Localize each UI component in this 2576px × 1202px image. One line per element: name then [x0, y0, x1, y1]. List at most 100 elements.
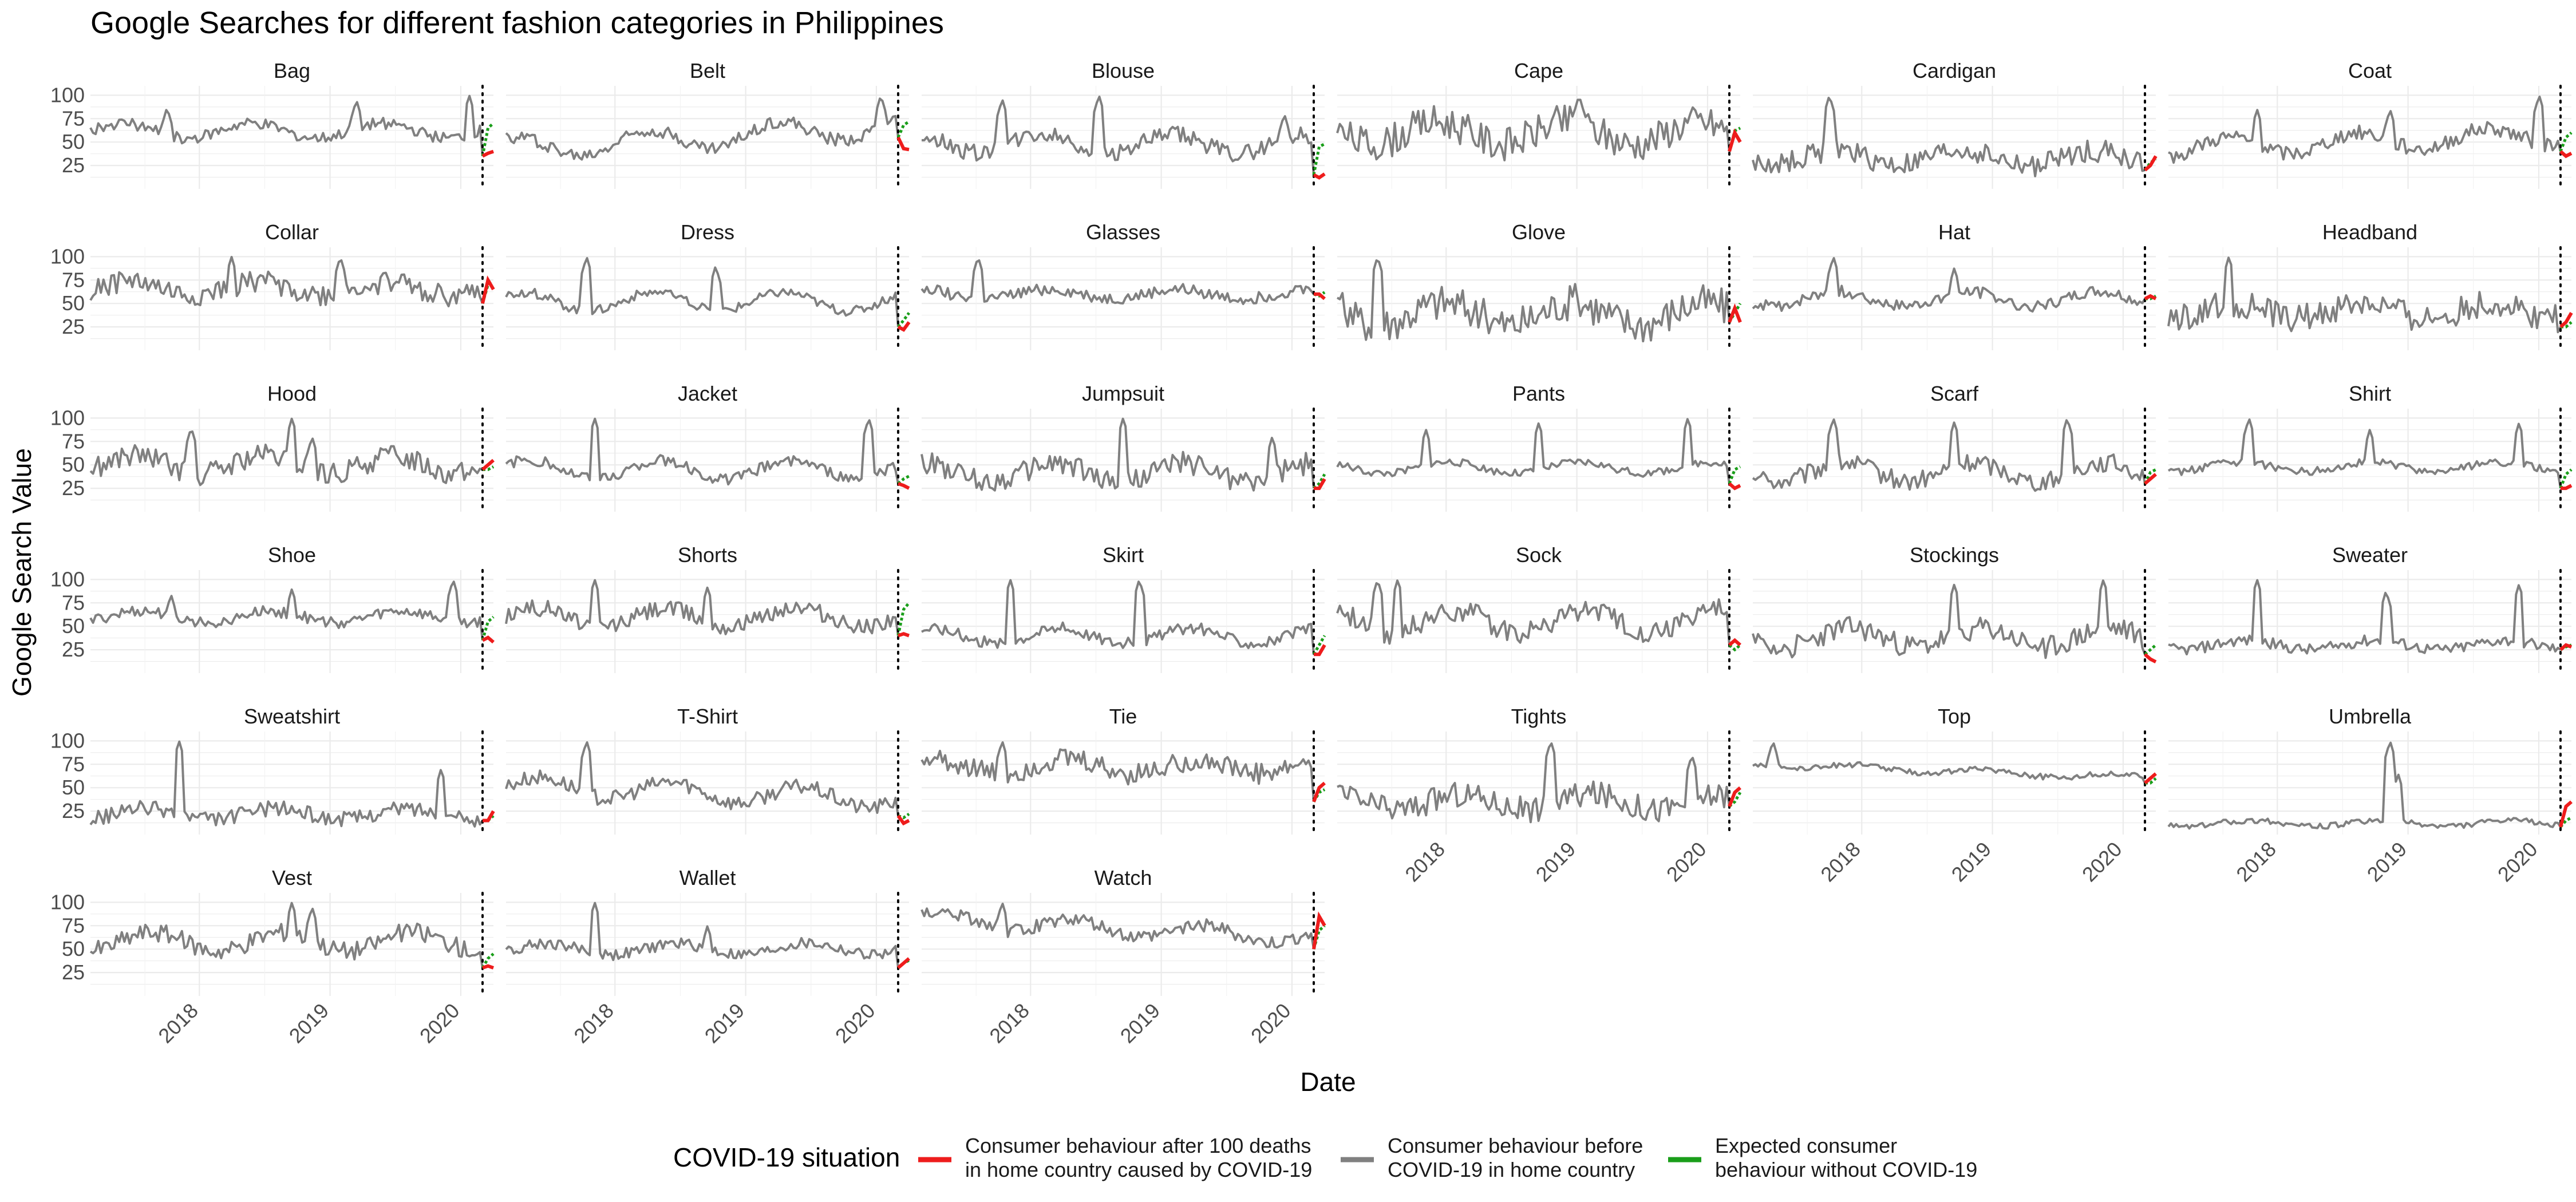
legend: COVID-19 situation Consumer behaviour af… — [673, 1134, 1977, 1181]
panel-shirt: Shirt — [2167, 382, 2573, 513]
series-after — [481, 275, 495, 304]
series-expected — [896, 120, 910, 139]
panel-pants: Pants — [1336, 382, 1741, 513]
panel-label: Hood — [267, 382, 317, 405]
series-before — [920, 903, 1315, 950]
panel-label: Jacket — [678, 382, 737, 405]
x-tick-label: 2020 — [2493, 837, 2542, 887]
y-tick-label: 100 — [50, 83, 85, 106]
series-before — [2167, 741, 2562, 830]
x-tick-label: 2018 — [569, 999, 618, 1048]
series-after — [2560, 484, 2573, 491]
series-after — [897, 957, 910, 970]
series-expected — [896, 602, 910, 636]
y-tick-label: 75 — [62, 591, 85, 614]
panel-jacket: Jacket — [505, 382, 910, 513]
series-before — [1752, 418, 2146, 492]
series-expected — [1728, 465, 1741, 484]
series-before — [89, 417, 483, 487]
panel-sock: Sock — [1336, 543, 1741, 674]
series-after — [1312, 911, 1326, 950]
x-tick-label: 2020 — [1662, 837, 1711, 887]
series-after — [897, 632, 910, 638]
series-before — [921, 96, 1315, 175]
series-before — [89, 902, 484, 968]
panel-label: Shorts — [678, 543, 737, 567]
series-before — [1752, 742, 2146, 784]
series-after — [481, 964, 494, 970]
panel-label: Headband — [2322, 220, 2417, 244]
series-after — [1312, 781, 1326, 802]
series-after — [1728, 638, 1741, 647]
series-after — [1728, 482, 1741, 491]
series-before — [89, 256, 484, 307]
panel-label: Pants — [1512, 382, 1565, 405]
panel-skirt: Skirt — [921, 543, 1326, 674]
legend-label: behaviour without COVID-19 — [1715, 1158, 1977, 1181]
series-after — [481, 635, 495, 644]
series-expected — [2143, 468, 2157, 484]
series-after — [2559, 800, 2573, 828]
panel-label: Stockings — [1910, 543, 1999, 567]
series-after — [2144, 155, 2158, 172]
panel-sweater: Sweater — [2168, 543, 2572, 674]
series-before — [2168, 96, 2562, 164]
series-before — [505, 417, 899, 486]
panel-top: Top 2018 2019 2020 — [1752, 705, 2157, 887]
panel-hat: Hat — [1752, 220, 2157, 351]
legend-label: Consumer behaviour after 100 deaths — [965, 1134, 1311, 1157]
y-tick-label: 25 — [62, 960, 85, 984]
series-after — [2559, 643, 2572, 651]
panel-label: Bag — [274, 59, 310, 82]
panel-label: Sock — [1516, 543, 1562, 567]
panel-label: Hat — [1938, 220, 1970, 244]
y-axis-title: Google Search Value — [7, 448, 37, 697]
panel-shorts: Shorts — [505, 543, 910, 674]
x-tick-label: 2019 — [2362, 837, 2412, 887]
panel-label: Top — [1938, 705, 1971, 728]
series-after — [896, 136, 910, 152]
y-tick-label: 75 — [62, 752, 85, 776]
y-tick-label: 25 — [62, 799, 85, 823]
series-before — [1337, 742, 1730, 824]
series-before — [1752, 579, 2146, 659]
series-after — [2144, 473, 2157, 485]
x-tick-label: 2018 — [153, 999, 203, 1048]
y-tick-label: 25 — [62, 315, 85, 338]
x-tick-label: 2019 — [1947, 837, 1996, 887]
series-before — [1337, 259, 1730, 343]
series-expected — [1312, 143, 1326, 175]
y-tick-label: 75 — [62, 914, 85, 937]
series-after — [1313, 478, 1326, 491]
panel-label: Jumpsuit — [1082, 382, 1164, 405]
panel-label: Cardigan — [1913, 59, 1996, 82]
x-tick-label: 2019 — [700, 999, 749, 1048]
panel-label: Scarf — [1930, 382, 1979, 405]
series-expected — [481, 615, 495, 641]
panel-glasses: Glasses — [920, 220, 1326, 351]
series-after — [2559, 150, 2573, 159]
series-expected — [897, 312, 911, 328]
series-after — [2559, 312, 2573, 329]
panel-label: Sweatshirt — [244, 705, 340, 728]
series-before — [1336, 98, 1730, 161]
series-after — [2144, 294, 2157, 300]
panel-tie: Tie — [920, 705, 1326, 836]
panel-label: Glove — [1512, 220, 1566, 244]
legend-label: COVID-19 in home country — [1388, 1158, 1635, 1181]
series-before — [505, 579, 899, 636]
series-expected — [1728, 644, 1741, 652]
series-before — [505, 257, 899, 327]
series-after — [897, 321, 911, 332]
series-expected — [2144, 644, 2157, 656]
panel-label: Umbrella — [2329, 705, 2412, 728]
